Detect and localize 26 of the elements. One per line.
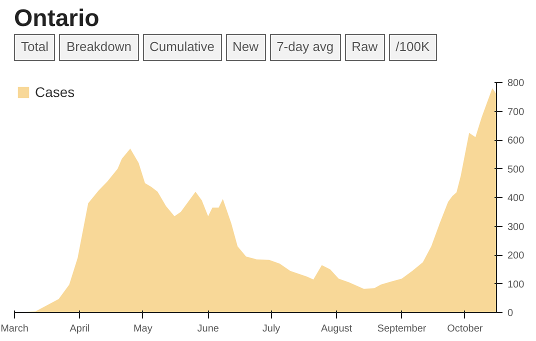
- y-tick-label: 400: [508, 193, 525, 204]
- x-tick-label: October: [447, 324, 484, 334]
- y-tick-label: 800: [508, 78, 525, 89]
- x-tick-label: May: [133, 324, 152, 334]
- text: Breakdown: [59, 34, 139, 61]
- x-tick-label: August: [320, 324, 352, 334]
- text: /100K: [388, 34, 437, 61]
- y-tick-label: 500: [508, 164, 525, 176]
- y-tick-label: 0: [508, 308, 514, 319]
- text: 7-day avg: [270, 34, 341, 61]
- text: Total: [14, 34, 56, 61]
- x-tick-label: April: [70, 324, 90, 334]
- x-tick-label: September: [377, 324, 427, 334]
- y-tick-label: 300: [508, 222, 525, 233]
- text: Raw: [344, 34, 385, 61]
- x-tick-label: June: [197, 324, 220, 334]
- y-tick-label: 100: [508, 279, 525, 290]
- legend-label: Cases: [35, 84, 75, 100]
- x-tick-label: March: [0, 324, 28, 334]
- y-tick-label: 700: [508, 106, 525, 118]
- chart-title: Ontario: [13, 4, 100, 34]
- y-tick-label: 600: [508, 136, 525, 146]
- y-tick-label: 200: [508, 250, 525, 262]
- text: New: [226, 34, 266, 61]
- text: Cumulative: [142, 34, 222, 61]
- x-tick-label: July: [262, 324, 280, 334]
